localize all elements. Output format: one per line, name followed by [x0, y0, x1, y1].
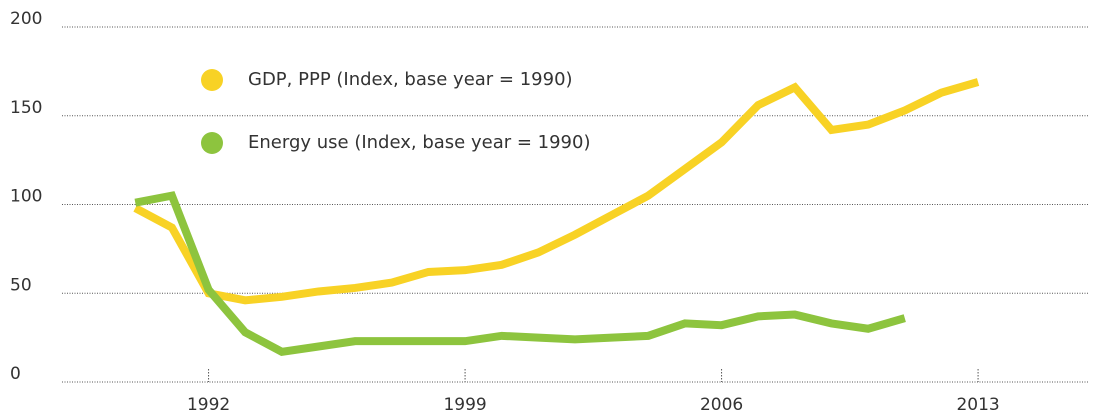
legend-label: Energy use (Index, base year = 1990)	[248, 132, 590, 153]
legend: GDP, PPP (Index, base year = 1990) Energy…	[201, 69, 590, 154]
grid: 0 50 100 150 200 1992 1999 2006 2013	[10, 9, 1088, 415]
y-tick-label: 0	[10, 364, 21, 384]
y-tick-label: 50	[10, 275, 32, 295]
x-tick-label: 2013	[956, 395, 999, 415]
series-line	[133, 78, 980, 305]
y-tick-label: 200	[10, 9, 42, 29]
lines	[133, 78, 980, 356]
series-line	[134, 191, 906, 356]
x-tick-label: 2006	[700, 395, 743, 415]
legend-label: GDP, PPP (Index, base year = 1990)	[248, 69, 573, 90]
legend-swatch	[201, 132, 223, 154]
y-tick-label: 100	[10, 187, 42, 207]
y-tick-label: 150	[10, 98, 42, 118]
x-tick-label: 1992	[187, 395, 230, 415]
x-tick-label: 1999	[443, 395, 486, 415]
legend-swatch	[201, 69, 223, 91]
